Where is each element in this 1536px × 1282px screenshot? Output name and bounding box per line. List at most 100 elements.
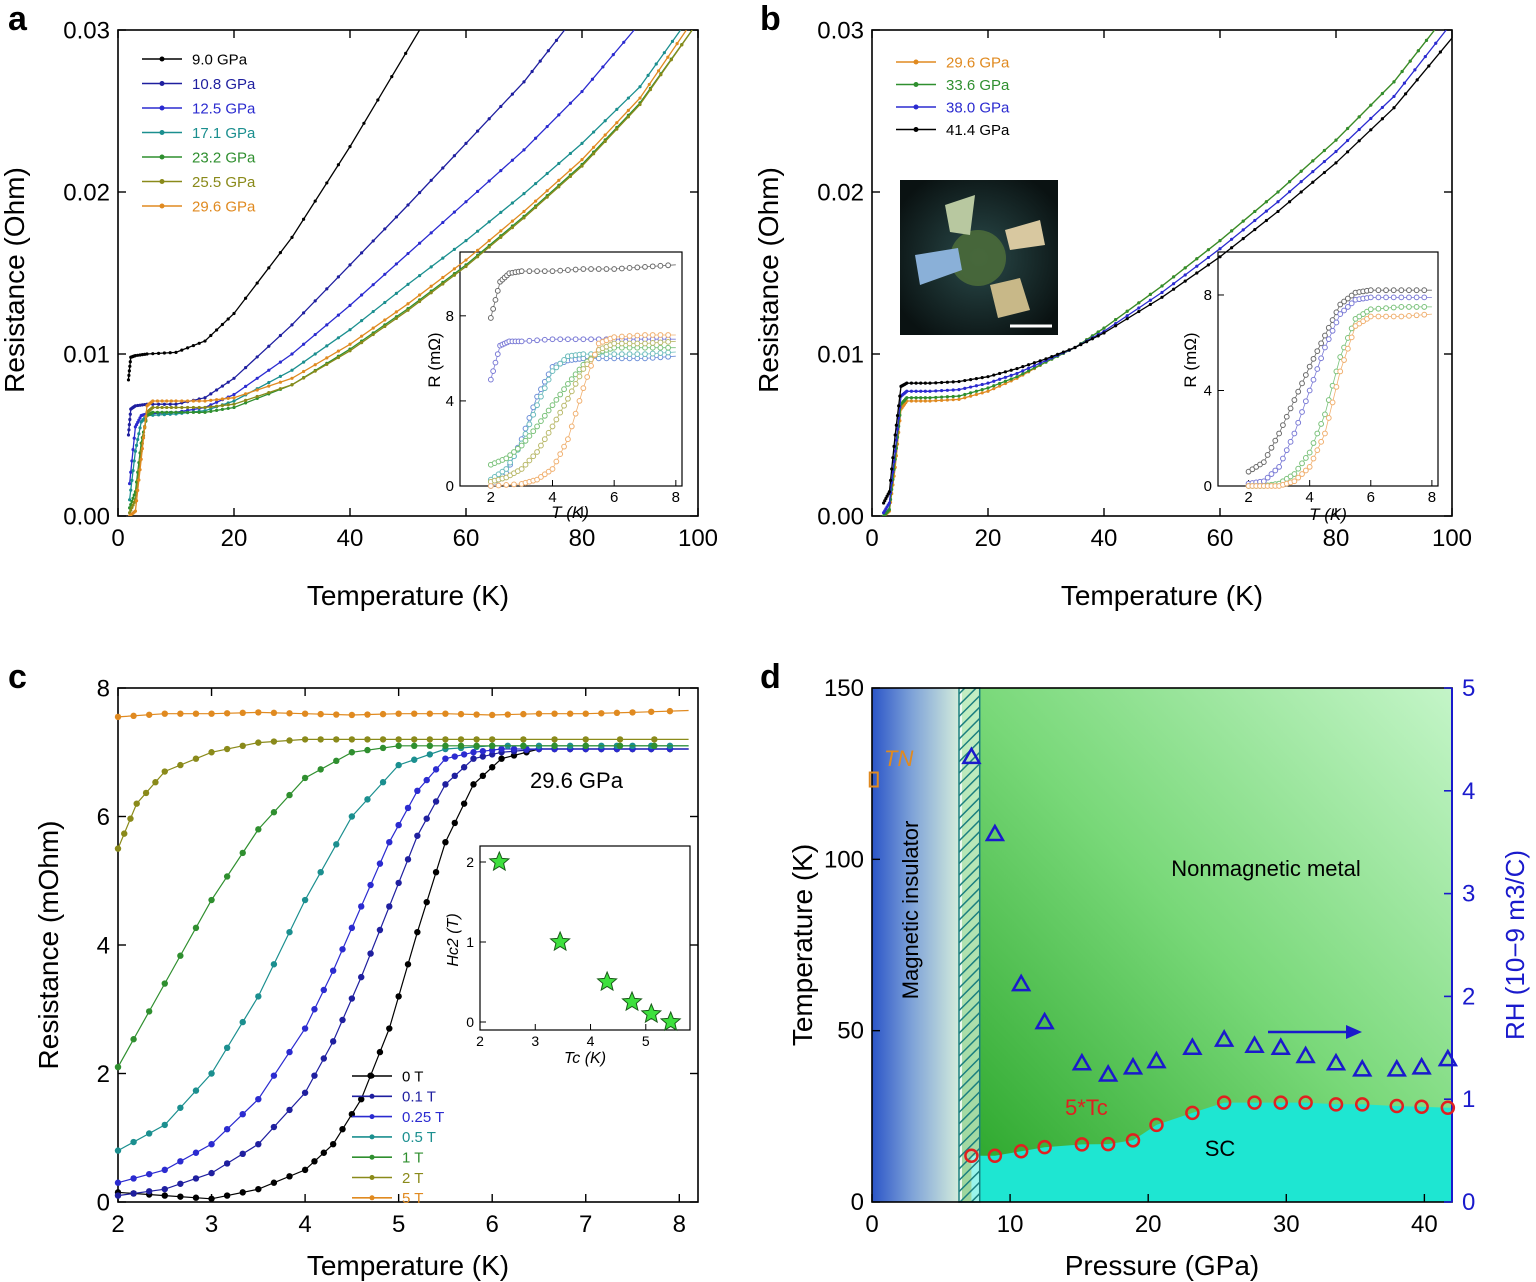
data-point — [1375, 287, 1382, 294]
data-point — [549, 423, 556, 430]
y-tick-label: 50 — [837, 1018, 864, 1045]
data-point — [442, 742, 449, 750]
data-point — [511, 449, 517, 455]
data-point — [1061, 350, 1065, 354]
data-point — [503, 482, 510, 488]
data-point — [534, 205, 538, 210]
data-point — [642, 263, 648, 270]
data-point — [580, 266, 587, 272]
data-point — [429, 284, 433, 288]
data-point — [165, 399, 169, 403]
data-point — [510, 219, 514, 223]
data-point — [348, 813, 356, 820]
y-tick-label-right: 3 — [1462, 881, 1475, 908]
data-point — [582, 710, 589, 717]
data-point — [945, 395, 950, 399]
x-tick-label: 0 — [865, 525, 878, 552]
data-point — [203, 410, 207, 414]
data-point — [1264, 452, 1271, 458]
data-point — [137, 432, 141, 436]
data-point — [969, 394, 973, 398]
data-point — [290, 368, 294, 372]
data-point — [530, 428, 537, 435]
rh-point — [1146, 1050, 1167, 1069]
data-point — [383, 324, 387, 329]
data-point — [325, 362, 329, 366]
data-point — [1295, 419, 1302, 426]
data-point — [595, 266, 602, 272]
data-point — [642, 332, 648, 338]
data-point — [348, 1110, 356, 1118]
tc-point — [1149, 1117, 1164, 1133]
data-point — [522, 80, 526, 84]
data-point — [301, 774, 309, 782]
x-tick-label: 30 — [1273, 1211, 1300, 1238]
data-point — [919, 399, 923, 403]
x-tick-label: 6 — [486, 1211, 499, 1238]
data-point — [1160, 284, 1164, 288]
data-point — [464, 258, 468, 262]
data-point — [957, 388, 961, 392]
data-point — [169, 410, 173, 414]
data-point — [572, 266, 579, 273]
data-point — [1421, 287, 1428, 294]
data-point — [390, 75, 394, 79]
rh-arrow — [1268, 1025, 1362, 1039]
data-point — [634, 340, 641, 347]
data-point — [133, 800, 140, 807]
pressure-annotation: 29.6 GPa — [530, 768, 624, 793]
data-point — [510, 745, 518, 753]
data-point — [1003, 381, 1008, 386]
data-point — [169, 405, 173, 410]
data-point — [1283, 447, 1290, 454]
data-point — [909, 396, 914, 400]
data-point — [1114, 318, 1118, 322]
data-point — [157, 351, 161, 355]
data-point — [951, 398, 955, 402]
data-point — [898, 394, 902, 398]
data-point — [165, 405, 169, 410]
data-point — [1318, 355, 1325, 362]
data-point — [626, 108, 631, 112]
data-point — [429, 231, 433, 235]
data-point — [270, 1179, 278, 1186]
data-point — [541, 385, 548, 392]
rh-point — [1182, 1037, 1203, 1056]
data-point — [651, 736, 658, 743]
data-point — [360, 334, 364, 338]
data-point — [325, 287, 329, 291]
data-point — [302, 369, 306, 374]
data-point — [957, 397, 961, 401]
data-point — [572, 410, 579, 417]
panel-letter: b — [760, 0, 781, 38]
data-point — [626, 333, 633, 339]
data-point — [665, 332, 672, 338]
x-tick-label: 0 — [865, 1211, 878, 1238]
data-point — [479, 772, 487, 780]
legend-label: 33.6 GPa — [946, 77, 1010, 94]
data-point — [1334, 161, 1338, 165]
data-point — [665, 338, 672, 345]
data-point — [203, 405, 207, 410]
data-point — [1344, 295, 1351, 302]
data-point — [364, 796, 371, 803]
data-point — [215, 328, 219, 332]
data-point — [1344, 304, 1351, 310]
data-point — [492, 359, 499, 366]
data-point — [379, 710, 387, 718]
data-point — [394, 262, 398, 266]
data-point — [1291, 471, 1298, 477]
data-point — [114, 1179, 122, 1186]
data-point — [649, 263, 656, 270]
data-point — [1341, 307, 1347, 314]
data-point — [514, 445, 521, 452]
data-point — [336, 313, 340, 317]
data-point — [426, 751, 434, 758]
y-axis-label: Temperature (K) — [787, 844, 818, 1046]
data-point — [208, 1195, 215, 1202]
data-point — [580, 89, 584, 94]
legend-marker — [159, 81, 165, 86]
x-tick-label: 0 — [111, 525, 124, 552]
